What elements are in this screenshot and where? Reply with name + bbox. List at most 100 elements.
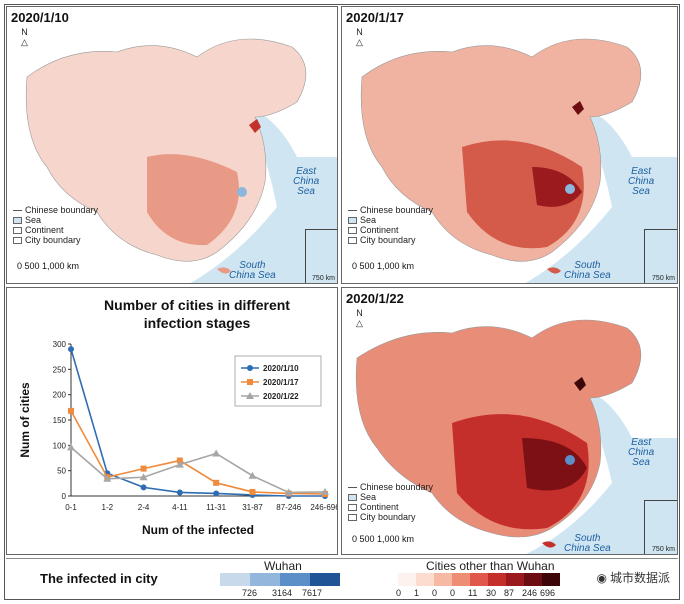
- south-sea-inset: 750 km: [644, 229, 677, 283]
- city-swatch: [13, 236, 22, 244]
- wuhan-swatch: [220, 573, 250, 586]
- legend-row-city: City boundary: [13, 235, 98, 245]
- data-point: [212, 449, 221, 457]
- china-map: [342, 7, 677, 283]
- other-color-ramp: [398, 573, 560, 586]
- other-tick: 87: [504, 588, 515, 598]
- chart-panel: Number of cities in different infection s…: [6, 287, 338, 555]
- x-tick-label: 246-696: [310, 503, 338, 512]
- data-point: [68, 346, 74, 353]
- other-swatch: [452, 573, 470, 586]
- other-swatch: [506, 573, 524, 586]
- legend-label: Sea: [360, 215, 377, 225]
- legend-label: Continent: [360, 225, 399, 235]
- legend-title: The infected in city: [40, 571, 158, 586]
- china-map: [7, 7, 337, 283]
- other-swatch: [542, 573, 560, 586]
- continent-swatch: [13, 226, 22, 234]
- map-panel-2020-1-22: 2020/1/22 N △ Chinese boundary Sea Contin…: [341, 287, 678, 555]
- other-tick: 0: [432, 588, 438, 598]
- series-line: [70, 446, 326, 494]
- other-swatch: [398, 573, 416, 586]
- legend-marker: [247, 379, 253, 385]
- infection-legend: The infected in city Wuhan 726 3164 7617 C…: [6, 558, 678, 598]
- legend-label: Sea: [25, 215, 42, 225]
- map-panel-2020-1-17: 2020/1/17 N △ Chinese boundary Sea Contin…: [341, 6, 678, 284]
- legend-row-continent: Continent: [13, 225, 98, 235]
- legend-label: City boundary: [25, 235, 81, 245]
- data-point: [213, 479, 220, 486]
- china-map: [342, 288, 677, 554]
- other-legend-title: Cities other than Wuhan: [426, 559, 555, 573]
- x-tick-label: 31-87: [242, 503, 263, 512]
- north-arrow-icon: N △: [356, 308, 363, 328]
- wuhan-swatch: [250, 573, 280, 586]
- south-china-sea-label: South China Sea: [564, 533, 611, 554]
- data-point: [140, 484, 147, 491]
- legend-row-sea: Sea: [348, 492, 433, 502]
- sea-swatch: [13, 216, 22, 224]
- wuhan-tick: 726: [242, 588, 258, 598]
- line-swatch: [348, 209, 357, 211]
- east-china-sea-label: East China Sea: [628, 166, 655, 197]
- city-swatch: [348, 236, 357, 244]
- data-point: [68, 407, 74, 414]
- continent-swatch: [348, 503, 357, 511]
- continent-swatch: [348, 226, 357, 234]
- other-swatch: [524, 573, 542, 586]
- watermark: ◉ 城市数据派: [597, 569, 671, 586]
- east-china-sea-label: East China Sea: [628, 437, 655, 468]
- legend-label: City boundary: [360, 235, 416, 245]
- y-tick-label: 0: [62, 492, 67, 501]
- legend-label: 2020/1/10: [263, 364, 299, 373]
- map-panel-2020-1-10: 2020/1/10 N △ Chinese boundary Sea Contin…: [6, 6, 338, 284]
- legend-label: Chinese boundary: [360, 482, 434, 492]
- chart-title-line1: Number of cities in different: [104, 297, 290, 313]
- other-swatch: [416, 573, 434, 586]
- panel-date: 2020/1/22: [346, 291, 404, 306]
- map-legend: Chinese boundary Sea Continent City boun…: [348, 482, 433, 522]
- scale-bar: 0 500 1,000 km: [352, 534, 415, 544]
- legend-label: Continent: [360, 502, 399, 512]
- north-label: N: [356, 308, 363, 318]
- data-point: [140, 465, 147, 472]
- y-tick-label: 250: [53, 365, 67, 374]
- other-tick: 696: [540, 588, 556, 598]
- legend-label: Continent: [25, 225, 64, 235]
- east-china-sea-label: East China Sea: [293, 166, 320, 197]
- other-swatch: [470, 573, 488, 586]
- data-point: [176, 489, 183, 496]
- y-tick-label: 150: [53, 416, 67, 425]
- south-sea-inset: 750 km: [644, 500, 677, 554]
- y-tick-label: 50: [57, 467, 66, 476]
- data-point: [139, 473, 148, 481]
- y-tick-label: 200: [53, 391, 67, 400]
- legend-label: City boundary: [360, 512, 416, 522]
- legend-row-boundary: Chinese boundary: [13, 205, 98, 215]
- x-axis-label: Num of the infected: [142, 523, 254, 537]
- wuhan-tick: 3164: [272, 588, 293, 598]
- wuhan-legend-title: Wuhan: [264, 559, 302, 573]
- other-swatch: [434, 573, 452, 586]
- city-swatch: [348, 513, 357, 521]
- x-tick-label: 11-31: [206, 503, 226, 512]
- data-point: [321, 487, 329, 495]
- data-point: [103, 474, 112, 482]
- inset-scale: 750 km: [652, 546, 675, 553]
- map-legend: Chinese boundary Sea Continent City boun…: [13, 205, 98, 245]
- scale-bar: 0 500 1,000 km: [352, 261, 415, 271]
- legend-row-sea: Sea: [348, 215, 433, 225]
- watermark-text: 城市数据派: [609, 571, 670, 585]
- legend-label: 2020/1/22: [263, 392, 299, 401]
- panel-date: 2020/1/10: [11, 10, 69, 25]
- south-sea-inset: 750 km: [305, 229, 337, 283]
- other-tick: 246: [522, 588, 538, 598]
- legend-row-city: City boundary: [348, 512, 433, 522]
- wuhan-tick: 7617: [302, 588, 323, 598]
- map-legend: Chinese boundary Sea Continent City boun…: [348, 205, 433, 245]
- scale-bar: 0 500 1,000 km: [17, 261, 80, 271]
- north-label: N: [21, 27, 28, 37]
- data-point: [176, 457, 183, 464]
- panel-date: 2020/1/17: [346, 10, 404, 25]
- legend-label: Sea: [360, 492, 377, 502]
